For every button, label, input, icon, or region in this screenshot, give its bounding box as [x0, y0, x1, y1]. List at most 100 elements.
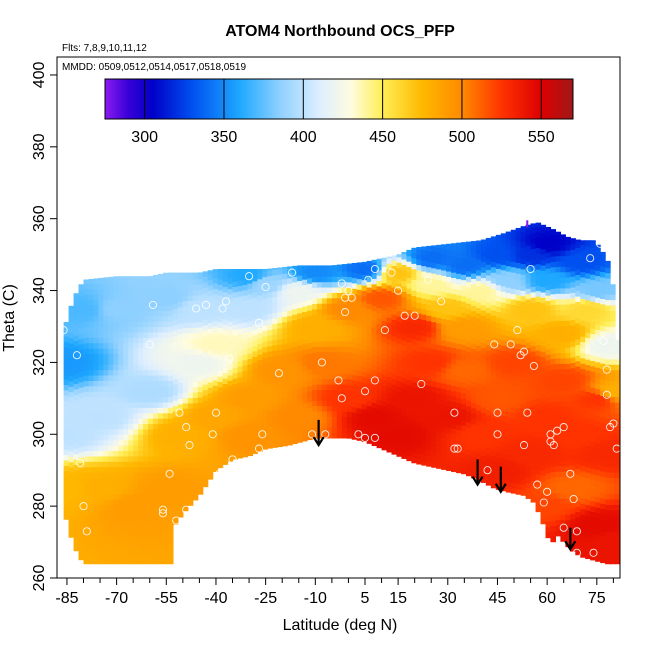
heatmap-cell	[252, 426, 258, 433]
heatmap-cell	[113, 391, 119, 398]
heatmap-cell	[118, 353, 124, 360]
heatmap-cell	[182, 375, 189, 382]
heatmap-cell	[158, 396, 164, 403]
heatmap-cell	[446, 362, 452, 369]
heatmap-cell	[485, 436, 492, 443]
heatmap-cell	[595, 447, 601, 454]
heatmap-cell	[158, 455, 164, 462]
heatmap-cell	[580, 492, 586, 499]
heatmap-cell	[158, 558, 164, 565]
heatmap-cell	[366, 340, 373, 347]
heatmap-cell	[336, 313, 343, 320]
heatmap-cell	[103, 461, 109, 468]
heatmap-cell	[257, 375, 263, 382]
heatmap-cell	[133, 412, 139, 419]
heatmap-cell	[615, 434, 620, 441]
heatmap-cell	[441, 377, 447, 384]
heatmap-cell	[480, 396, 487, 403]
heatmap-cell	[406, 352, 412, 359]
heatmap-cell	[316, 351, 323, 358]
heatmap-cell	[351, 309, 358, 316]
heatmap-cell	[326, 303, 333, 310]
heatmap-cell	[321, 335, 328, 342]
heatmap-cell	[550, 326, 557, 333]
heatmap-cell	[282, 375, 288, 382]
heatmap-cell	[83, 380, 90, 387]
heatmap-cell	[237, 382, 244, 389]
heatmap-cell	[495, 311, 502, 318]
heatmap-cell	[585, 477, 591, 484]
heatmap-cell	[93, 418, 99, 425]
heatmap-cell	[411, 333, 417, 340]
heatmap-cell	[262, 432, 268, 439]
heatmap-cell	[192, 397, 199, 404]
heatmap-cell	[441, 318, 447, 325]
heatmap-cell	[570, 373, 576, 380]
heatmap-cell	[436, 247, 442, 254]
heatmap-cell	[192, 365, 199, 372]
heatmap-cell	[202, 411, 209, 418]
heatmap-cell	[172, 313, 179, 320]
heatmap-cell	[63, 432, 70, 439]
heatmap-cell	[321, 362, 328, 369]
heatmap-cell	[153, 369, 159, 376]
heatmap-cell	[262, 335, 268, 342]
heatmap-cell	[505, 297, 512, 304]
heatmap-cell	[560, 454, 566, 461]
heatmap-cell	[138, 401, 144, 408]
heatmap-cell	[480, 444, 487, 451]
heatmap-cell	[431, 310, 437, 317]
heatmap-cell	[242, 316, 249, 323]
heatmap-cell	[262, 362, 268, 369]
heatmap-cell	[391, 400, 398, 407]
heatmap-cell	[257, 337, 263, 344]
heatmap-cell	[63, 341, 70, 348]
heatmap-cell	[113, 445, 119, 452]
heatmap-cell	[590, 462, 596, 469]
heatmap-cell	[530, 372, 537, 379]
heatmap-cell	[202, 378, 209, 385]
heatmap-cell	[426, 385, 432, 392]
heatmap-cell	[585, 240, 591, 242]
heatmap-cell	[376, 350, 383, 357]
heatmap-cell	[336, 264, 343, 266]
heatmap-cell	[505, 378, 512, 385]
heatmap-cell	[565, 379, 571, 386]
heatmap-cell	[416, 248, 422, 255]
heatmap-cell	[416, 286, 422, 293]
heatmap-cell	[232, 421, 239, 428]
heatmap-cell	[158, 310, 164, 317]
heatmap-cell	[366, 270, 373, 277]
heatmap-cell	[550, 336, 557, 343]
heatmap-cell	[540, 388, 547, 395]
heatmap-cell	[78, 532, 85, 539]
heatmap-cell	[113, 525, 119, 532]
heatmap-cell	[162, 407, 169, 414]
heatmap-cell	[252, 431, 258, 438]
heatmap-cell	[113, 315, 119, 322]
heatmap-cell	[495, 333, 502, 339]
heatmap-cell	[128, 558, 134, 565]
heatmap-cell	[217, 375, 224, 382]
heatmap-cell	[480, 412, 487, 419]
heatmap-cell	[575, 306, 581, 313]
heatmap-cell	[108, 423, 114, 430]
heatmap-cell	[590, 268, 596, 275]
heatmap-cell	[416, 329, 422, 336]
heatmap-cell	[321, 394, 328, 401]
heatmap-cell	[162, 445, 169, 452]
sample-point	[145, 340, 154, 349]
heatmap-cell	[331, 340, 338, 347]
heatmap-cell	[610, 552, 616, 559]
heatmap-cell	[495, 246, 502, 253]
heatmap-cell	[312, 265, 318, 272]
heatmap-cell	[351, 428, 358, 435]
heatmap-cell	[615, 348, 620, 355]
heatmap-cell	[490, 272, 497, 279]
heatmap-cell	[401, 275, 407, 282]
heatmap-cell	[421, 362, 427, 369]
heatmap-cell	[282, 267, 288, 274]
heatmap-cell	[500, 339, 507, 346]
heatmap-cell	[580, 406, 586, 413]
heatmap-cell	[162, 547, 169, 554]
